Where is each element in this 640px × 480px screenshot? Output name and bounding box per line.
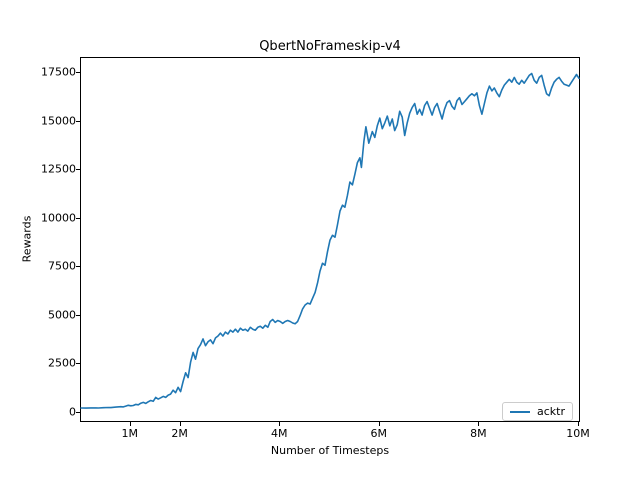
x-tick-mark bbox=[578, 422, 579, 426]
x-tick-label: 6M bbox=[370, 427, 388, 440]
x-tick-label: 4M bbox=[270, 427, 288, 440]
x-tick-mark bbox=[378, 422, 380, 426]
y-tick-mark bbox=[76, 120, 80, 122]
y-tick-label: 10000 bbox=[41, 211, 76, 225]
y-tick-label: 7500 bbox=[48, 259, 76, 273]
y-tick-mark bbox=[76, 72, 80, 74]
y-tick-label: 12500 bbox=[41, 162, 76, 176]
y-tick-mark bbox=[76, 169, 80, 171]
legend-line-swatch bbox=[510, 410, 530, 413]
x-tick-mark bbox=[279, 422, 281, 426]
y-tick-label: 5000 bbox=[48, 308, 76, 322]
x-tick-mark bbox=[478, 422, 480, 426]
y-tick-mark bbox=[76, 363, 80, 365]
legend: acktr bbox=[502, 402, 573, 421]
x-tick-label: 1M bbox=[121, 427, 139, 440]
y-tick-label: 0 bbox=[69, 405, 76, 418]
y-tick-label: 15000 bbox=[41, 114, 76, 128]
x-tick-mark bbox=[129, 422, 131, 426]
acktr-line-series bbox=[80, 72, 580, 409]
x-tick-label: 8M bbox=[470, 427, 487, 440]
y-tick-mark bbox=[76, 217, 80, 219]
x-axis-label: Number of Timesteps bbox=[270, 444, 390, 457]
plot-area bbox=[80, 57, 580, 422]
legend-label: acktr bbox=[537, 405, 565, 418]
y-tick-label: 17500 bbox=[41, 65, 76, 79]
x-tick-label: 10M bbox=[566, 427, 590, 440]
chart-title: QbertNoFrameskip-v4 bbox=[259, 39, 401, 54]
y-tick-mark bbox=[76, 314, 80, 316]
y-tick-mark bbox=[76, 266, 80, 268]
x-tick-label: 2M bbox=[171, 427, 188, 440]
y-tick-label: 2500 bbox=[48, 356, 76, 370]
x-tick-mark bbox=[179, 422, 181, 426]
y-tick-mark bbox=[76, 411, 80, 413]
